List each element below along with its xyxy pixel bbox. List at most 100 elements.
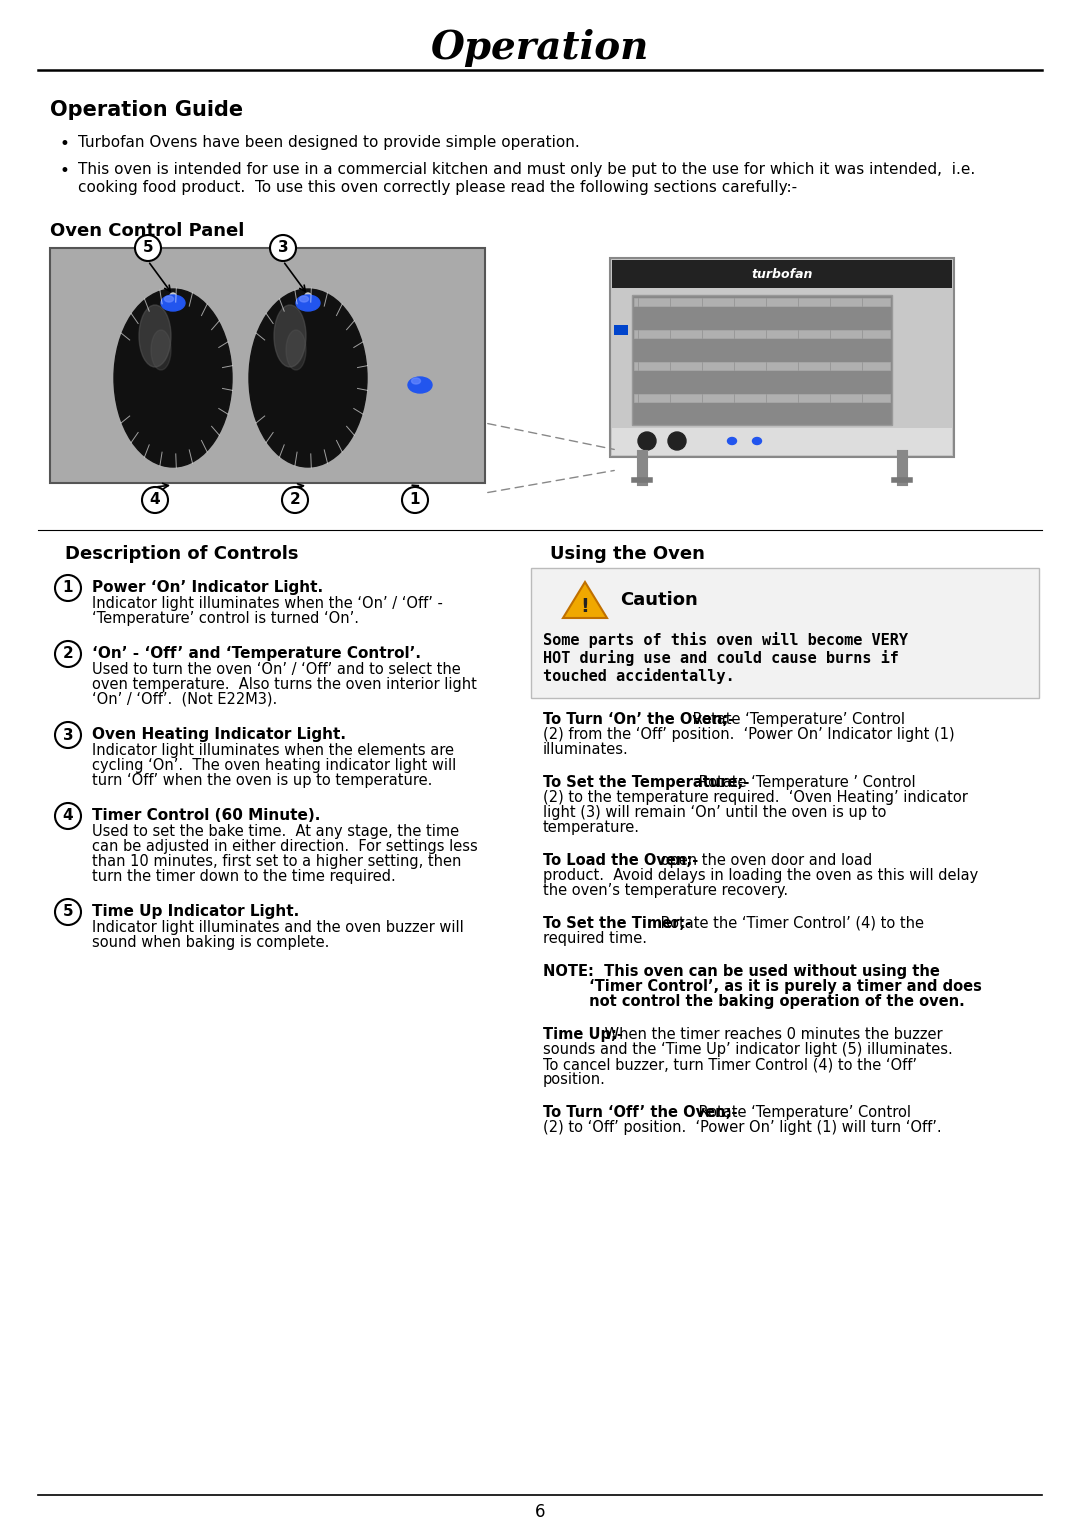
Text: required time.: required time. — [543, 931, 647, 947]
Text: To Turn ‘On’ the Oven;-: To Turn ‘On’ the Oven;- — [543, 712, 734, 727]
Text: Used to turn the oven ‘On’ / ‘Off’ and to select the: Used to turn the oven ‘On’ / ‘Off’ and t… — [92, 663, 461, 676]
Text: 3: 3 — [63, 727, 73, 742]
Ellipse shape — [669, 432, 686, 450]
Ellipse shape — [139, 305, 171, 366]
Circle shape — [55, 641, 81, 667]
Text: Some parts of this oven will become VERY: Some parts of this oven will become VERY — [543, 632, 908, 647]
Ellipse shape — [161, 295, 185, 312]
Text: cooking food product.  To use this oven correctly please read the following sect: cooking food product. To use this oven c… — [78, 180, 797, 195]
FancyBboxPatch shape — [634, 394, 890, 402]
FancyBboxPatch shape — [612, 428, 951, 455]
Circle shape — [141, 487, 168, 513]
Ellipse shape — [408, 377, 432, 392]
Text: Rotate the ‘Timer Control’ (4) to the: Rotate the ‘Timer Control’ (4) to the — [657, 916, 924, 931]
Text: Operation: Operation — [431, 29, 649, 67]
Text: sounds and the ‘Time Up’ indicator light (5) illuminates.: sounds and the ‘Time Up’ indicator light… — [543, 1041, 953, 1057]
Ellipse shape — [411, 379, 420, 383]
Text: !: ! — [581, 597, 590, 615]
Ellipse shape — [114, 289, 232, 467]
Ellipse shape — [753, 438, 761, 444]
FancyBboxPatch shape — [632, 295, 892, 425]
Text: HOT during use and could cause burns if: HOT during use and could cause burns if — [543, 651, 899, 666]
Text: 2: 2 — [63, 646, 73, 661]
Text: 2: 2 — [289, 493, 300, 507]
Circle shape — [282, 487, 308, 513]
Text: •: • — [60, 134, 70, 153]
Text: ‘Timer Control’, as it is purely a timer and does: ‘Timer Control’, as it is purely a timer… — [543, 979, 982, 994]
Circle shape — [270, 235, 296, 261]
Text: 1: 1 — [409, 493, 420, 507]
Circle shape — [55, 899, 81, 925]
Text: cycling ‘On’.  The oven heating indicator light will: cycling ‘On’. The oven heating indicator… — [92, 757, 456, 773]
Text: Rotate ‘Temperature’ Control: Rotate ‘Temperature’ Control — [688, 712, 905, 727]
Text: Power ‘On’ Indicator Light.: Power ‘On’ Indicator Light. — [92, 580, 323, 596]
Text: oven temperature.  Also turns the oven interior light: oven temperature. Also turns the oven in… — [92, 676, 477, 692]
Text: (2) to the temperature required.  ‘Oven Heating’ indicator: (2) to the temperature required. ‘Oven H… — [543, 789, 968, 805]
Text: 1: 1 — [63, 580, 73, 596]
FancyBboxPatch shape — [615, 325, 627, 334]
FancyBboxPatch shape — [634, 330, 890, 337]
Ellipse shape — [728, 438, 737, 444]
Text: sound when baking is complete.: sound when baking is complete. — [92, 935, 329, 950]
Text: light (3) will remain ‘On’ until the oven is up to: light (3) will remain ‘On’ until the ove… — [543, 805, 887, 820]
Ellipse shape — [249, 289, 367, 467]
Text: Rotate ‘Temperature’ Control: Rotate ‘Temperature’ Control — [694, 1106, 912, 1119]
Text: ‘Temperature’ control is turned ‘On’.: ‘Temperature’ control is turned ‘On’. — [92, 611, 359, 626]
Text: •: • — [60, 162, 70, 180]
FancyBboxPatch shape — [634, 298, 890, 305]
Text: ‘On’ / ‘Off’.  (Not E22M3).: ‘On’ / ‘Off’. (Not E22M3). — [92, 692, 278, 707]
Ellipse shape — [638, 432, 656, 450]
Text: Caution: Caution — [620, 591, 698, 609]
Text: open the oven door and load: open the oven door and load — [657, 854, 873, 867]
Text: turn ‘Off’ when the oven is up to temperature.: turn ‘Off’ when the oven is up to temper… — [92, 773, 432, 788]
Ellipse shape — [274, 305, 306, 366]
Text: Oven Control Panel: Oven Control Panel — [50, 221, 244, 240]
Text: than 10 minutes, first set to a higher setting, then: than 10 minutes, first set to a higher s… — [92, 854, 461, 869]
Text: Time Up;-: Time Up;- — [543, 1028, 623, 1041]
Text: Operation Guide: Operation Guide — [50, 99, 243, 121]
Text: To Set the Timer;-: To Set the Timer;- — [543, 916, 691, 931]
FancyBboxPatch shape — [50, 247, 485, 483]
Circle shape — [55, 576, 81, 602]
Text: To Set the Temperature;-: To Set the Temperature;- — [543, 776, 750, 789]
Text: position.: position. — [543, 1072, 606, 1087]
Text: Using the Oven: Using the Oven — [550, 545, 705, 563]
Text: To Turn ‘Off’ the Oven;-: To Turn ‘Off’ the Oven;- — [543, 1106, 738, 1119]
Text: the oven’s temperature recovery.: the oven’s temperature recovery. — [543, 883, 788, 898]
Circle shape — [55, 722, 81, 748]
Text: turbofan: turbofan — [752, 267, 812, 281]
Ellipse shape — [305, 293, 311, 299]
Ellipse shape — [299, 296, 309, 302]
Text: touched accidentally.: touched accidentally. — [543, 667, 734, 684]
Ellipse shape — [296, 295, 320, 312]
Text: Rotate ‘Temperature ’ Control: Rotate ‘Temperature ’ Control — [694, 776, 916, 789]
FancyBboxPatch shape — [612, 260, 951, 289]
Text: turn the timer down to the time required.: turn the timer down to the time required… — [92, 869, 395, 884]
Circle shape — [55, 803, 81, 829]
FancyBboxPatch shape — [634, 362, 890, 370]
Circle shape — [402, 487, 428, 513]
Text: To cancel buzzer, turn Timer Control (4) to the ‘Off’: To cancel buzzer, turn Timer Control (4)… — [543, 1057, 917, 1072]
Text: product.  Avoid delays in loading the oven as this will delay: product. Avoid delays in loading the ove… — [543, 867, 978, 883]
Text: 3: 3 — [278, 240, 288, 255]
Text: NOTE:  This oven can be used without using the: NOTE: This oven can be used without usin… — [543, 964, 940, 979]
Ellipse shape — [151, 330, 171, 370]
Text: Used to set the bake time.  At any stage, the time: Used to set the bake time. At any stage,… — [92, 825, 459, 838]
Text: 5: 5 — [143, 240, 153, 255]
Circle shape — [135, 235, 161, 261]
Text: ‘On’ - ‘Off’ and ‘Temperature Control’.: ‘On’ - ‘Off’ and ‘Temperature Control’. — [92, 646, 421, 661]
FancyBboxPatch shape — [610, 258, 954, 457]
Text: not control the baking operation of the oven.: not control the baking operation of the … — [543, 994, 964, 1009]
Text: (2) to ‘Off’ position.  ‘Power On’ light (1) will turn ‘Off’.: (2) to ‘Off’ position. ‘Power On’ light … — [543, 1119, 942, 1135]
Text: To Load the Oven;-: To Load the Oven;- — [543, 854, 699, 867]
Text: 4: 4 — [150, 493, 160, 507]
Text: Time Up Indicator Light.: Time Up Indicator Light. — [92, 904, 299, 919]
Ellipse shape — [170, 293, 176, 299]
Ellipse shape — [164, 296, 174, 302]
Text: 5: 5 — [63, 904, 73, 919]
Text: This oven is intended for use in a commercial kitchen and must only be put to th: This oven is intended for use in a comme… — [78, 162, 975, 177]
Text: (2) from the ‘Off’ position.  ‘Power On’ Indicator light (1): (2) from the ‘Off’ position. ‘Power On’ … — [543, 727, 955, 742]
Text: Description of Controls: Description of Controls — [65, 545, 298, 563]
Text: Oven Heating Indicator Light.: Oven Heating Indicator Light. — [92, 727, 346, 742]
Text: 4: 4 — [63, 808, 73, 823]
